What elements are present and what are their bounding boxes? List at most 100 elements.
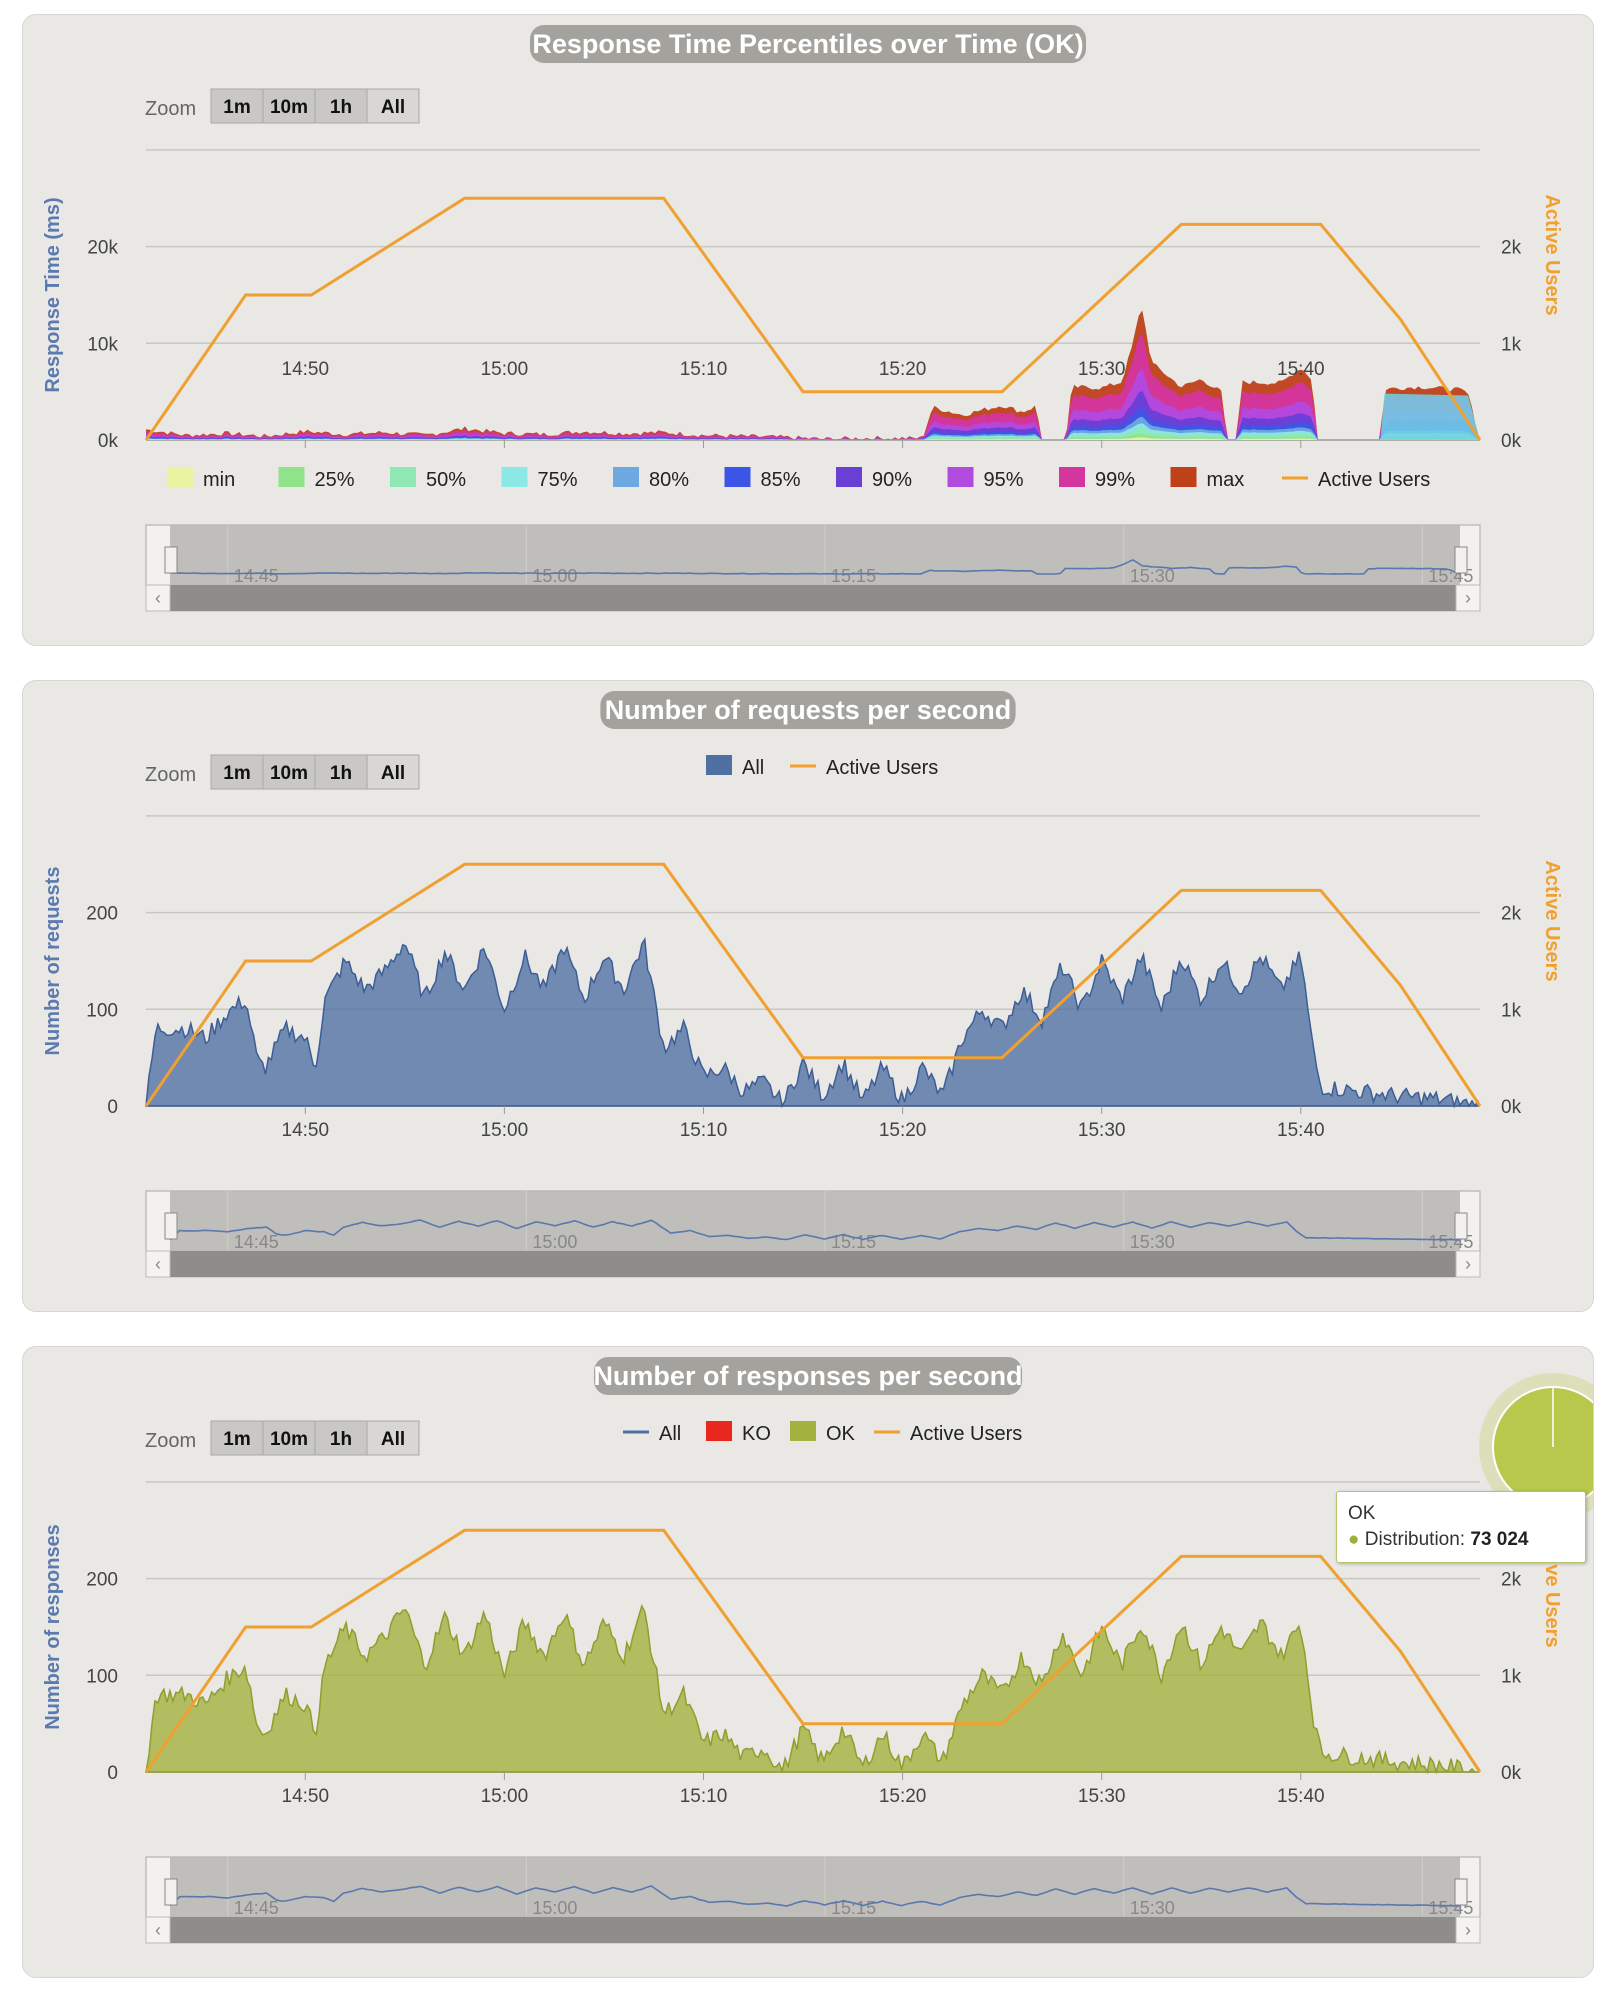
c1-scrollbar-thumb[interactable] bbox=[170, 1251, 1456, 1277]
c0-navigator-handle-right[interactable] bbox=[1454, 546, 1468, 574]
c1-x-tick-label: 15:30 bbox=[1078, 1120, 1126, 1141]
c1-y2-tick: 2k bbox=[1501, 904, 1522, 925]
c0-legend-item: 95% bbox=[984, 469, 1024, 491]
c0-legend-symbol bbox=[836, 467, 862, 487]
c0-navigator-handle-left[interactable] bbox=[164, 546, 178, 574]
c0-zoom-button-All[interactable] bbox=[366, 88, 420, 124]
c1-chart-title: Number of requests per second bbox=[605, 695, 1012, 725]
c0-legend-item: Active Users bbox=[1318, 469, 1430, 491]
c2-navigator-tick: 14:45 bbox=[234, 1898, 279, 1918]
c1-scroll-left-button[interactable] bbox=[145, 1250, 171, 1278]
c1-y2-tick: 0k bbox=[1501, 1097, 1522, 1118]
c0-navigator-tick: 15:00 bbox=[532, 566, 577, 586]
c2-zoom-label-1h: 1h bbox=[330, 1429, 352, 1450]
c2-x-tick-label: 15:00 bbox=[481, 1786, 529, 1807]
c0-active-users-line bbox=[144, 196, 1482, 441]
c1-navigator-tick: 15:00 bbox=[532, 1232, 577, 1252]
c1-zoom-label-1h: 1h bbox=[330, 763, 352, 784]
c2-legend-symbol bbox=[790, 1421, 816, 1441]
tooltip-title: OK bbox=[1348, 1503, 1376, 1524]
c2-x-tick-label: 15:20 bbox=[879, 1786, 927, 1807]
c0-title-pill bbox=[530, 25, 1086, 63]
c1-navigator-series bbox=[169, 1219, 1461, 1241]
c2-zoom-button-All[interactable] bbox=[366, 1420, 420, 1456]
c2-zoom-button-10m[interactable] bbox=[262, 1420, 316, 1456]
c1-x-tick-label: 15:10 bbox=[680, 1120, 728, 1141]
c1-y-tick: 100 bbox=[86, 1000, 118, 1021]
c2-title-pill bbox=[594, 1357, 1022, 1395]
c1-navigator-handle-left[interactable] bbox=[164, 1212, 178, 1240]
c2-navigator-series bbox=[169, 1885, 1460, 1907]
c1-scroll-right-icon: › bbox=[1465, 1254, 1471, 1274]
c2-legend-item: OK bbox=[826, 1423, 856, 1445]
c2-chart-title: Number of responses per second bbox=[593, 1361, 1022, 1391]
chart-percentiles: Response Time Percentiles over Time (OK)… bbox=[42, 25, 1563, 612]
c0-x-tick-label: 15:30 bbox=[1078, 359, 1126, 380]
c1-legend-item: All bbox=[742, 757, 764, 779]
c0-legend-symbol bbox=[613, 467, 639, 487]
c1-zoom-button-1h[interactable] bbox=[314, 754, 368, 790]
c1-active-users-line bbox=[144, 862, 1482, 1107]
c0-legend-symbol bbox=[501, 467, 528, 487]
c1-title-pill bbox=[600, 691, 1016, 729]
c1-series-All bbox=[145, 937, 1479, 1109]
c1-scroll-right-button[interactable] bbox=[1455, 1250, 1481, 1278]
c1-x-tick-label: 15:20 bbox=[879, 1120, 927, 1141]
c0-legend-item: 85% bbox=[761, 469, 801, 491]
c1-x-tick-label: 14:50 bbox=[282, 1120, 330, 1141]
c1-navigator-handle-right[interactable] bbox=[1454, 1212, 1468, 1240]
c0-zoom-label-1m: 1m bbox=[223, 97, 250, 118]
c0-legend-symbol bbox=[167, 467, 193, 487]
c0-y2-tick: 2k bbox=[1501, 238, 1522, 259]
c1-navigator-tick: 15:30 bbox=[1130, 1232, 1175, 1252]
c1-y-tick: 200 bbox=[86, 904, 118, 925]
c0-scrollbar-thumb[interactable] bbox=[170, 585, 1456, 611]
c0-zoom-button-1m[interactable] bbox=[210, 88, 264, 124]
c1-zoom-label-10m: 10m bbox=[270, 763, 308, 784]
c0-scroll-left-icon: ‹ bbox=[155, 588, 161, 608]
c0-legend-symbol bbox=[724, 467, 751, 487]
c2-legend-symbol bbox=[706, 1421, 732, 1441]
c1-legend-item: Active Users bbox=[826, 757, 938, 779]
c0-legend-symbol bbox=[947, 467, 974, 487]
c2-y2-tick: 2k bbox=[1501, 1570, 1522, 1591]
c2-scrollbar-thumb[interactable] bbox=[170, 1917, 1456, 1943]
c0-navigator-tick: 15:15 bbox=[831, 566, 876, 586]
c2-navigator-handle-left[interactable] bbox=[164, 1878, 178, 1906]
c2-scroll-left-button[interactable] bbox=[145, 1916, 171, 1944]
chart-responses: Number of responses per second Zoom 1m 10m 1… bbox=[42, 1357, 1593, 1944]
c2-scroll-right-button[interactable] bbox=[1455, 1916, 1481, 1944]
c1-zoom-label-1m: 1m bbox=[223, 763, 250, 784]
c0-navigator-tick: 15:30 bbox=[1130, 566, 1175, 586]
c0-zoom-label-1h: 1h bbox=[330, 97, 352, 118]
c2-y2-tick: 1k bbox=[1501, 1666, 1522, 1687]
distribution-tooltip: OK ● Distribution: 73 024 bbox=[1336, 1491, 1586, 1563]
c2-zoom-button-1h[interactable] bbox=[314, 1420, 368, 1456]
c0-y2-axis-title: Active Users bbox=[1541, 194, 1563, 315]
c0-zoom-label-All: All bbox=[381, 97, 405, 118]
c0-x-tick-label: 14:50 bbox=[282, 359, 330, 380]
c0-scroll-right-button[interactable] bbox=[1455, 584, 1481, 612]
c2-x-tick-label: 14:50 bbox=[282, 1786, 330, 1807]
c0-legend-symbol bbox=[390, 467, 416, 487]
c1-zoom-button-1m[interactable] bbox=[210, 754, 264, 790]
c1-y-tick: 0 bbox=[107, 1097, 118, 1118]
c0-legend-symbol bbox=[1170, 467, 1197, 487]
c0-scroll-left-button[interactable] bbox=[145, 584, 171, 612]
c2-series-OK bbox=[145, 1604, 1478, 1775]
c2-active-users-line bbox=[144, 1528, 1482, 1773]
c0-y-axis-title: Response Time (ms) bbox=[42, 197, 64, 392]
c0-legend-item: 75% bbox=[538, 469, 578, 491]
c0-scroll-right-icon: › bbox=[1465, 588, 1471, 608]
c2-legend-item: KO bbox=[742, 1423, 771, 1445]
c1-y-axis-title: Number of requests bbox=[42, 867, 64, 1056]
c2-navigator-tick: 15:00 bbox=[532, 1898, 577, 1918]
c1-zoom-button-10m[interactable] bbox=[262, 754, 316, 790]
tooltip-value: 73 024 bbox=[1470, 1529, 1529, 1550]
c1-zoom-button-All[interactable] bbox=[366, 754, 420, 790]
c2-navigator-handle-right[interactable] bbox=[1454, 1878, 1468, 1906]
c2-zoom-label-1m: 1m bbox=[223, 1429, 250, 1450]
c0-legend-item: min bbox=[203, 469, 235, 491]
c0-y2-tick: 1k bbox=[1501, 334, 1522, 355]
c0-navigator-mask bbox=[170, 525, 1460, 596]
